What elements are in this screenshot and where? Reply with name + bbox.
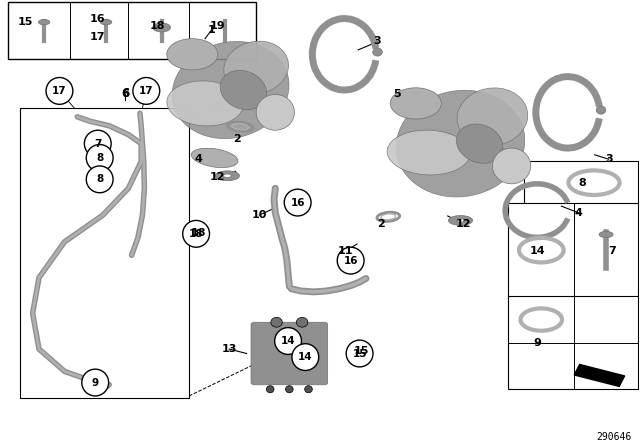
Text: 12: 12 xyxy=(455,219,471,229)
Ellipse shape xyxy=(599,231,613,237)
Ellipse shape xyxy=(346,340,373,367)
Text: 11: 11 xyxy=(338,246,353,256)
Ellipse shape xyxy=(223,174,231,177)
Ellipse shape xyxy=(387,130,470,175)
Text: 16: 16 xyxy=(344,256,358,266)
Text: 13: 13 xyxy=(221,344,237,354)
Ellipse shape xyxy=(266,386,274,393)
Ellipse shape xyxy=(220,70,266,110)
Text: 18: 18 xyxy=(191,228,207,238)
Text: 17: 17 xyxy=(52,86,67,96)
Text: 2: 2 xyxy=(377,219,385,229)
Ellipse shape xyxy=(256,95,294,130)
Ellipse shape xyxy=(191,148,238,168)
Text: 15: 15 xyxy=(17,17,33,27)
Ellipse shape xyxy=(167,81,243,126)
Text: 290646: 290646 xyxy=(596,432,632,442)
Text: 9: 9 xyxy=(533,338,541,348)
Text: 3: 3 xyxy=(374,36,381,46)
Text: 5: 5 xyxy=(393,90,401,99)
Text: 7: 7 xyxy=(94,138,102,149)
Ellipse shape xyxy=(38,19,50,25)
Text: 7: 7 xyxy=(609,246,616,256)
Ellipse shape xyxy=(167,39,218,70)
Text: 3: 3 xyxy=(605,154,612,164)
Ellipse shape xyxy=(86,145,113,171)
Text: 4: 4 xyxy=(575,208,582,218)
Ellipse shape xyxy=(82,369,109,396)
Ellipse shape xyxy=(284,189,311,216)
Ellipse shape xyxy=(46,78,73,104)
Ellipse shape xyxy=(224,41,289,94)
Text: 18: 18 xyxy=(189,229,204,239)
Ellipse shape xyxy=(156,19,168,25)
Ellipse shape xyxy=(153,23,171,32)
Text: 1: 1 xyxy=(207,25,215,35)
Ellipse shape xyxy=(285,386,293,393)
Text: 16: 16 xyxy=(291,198,305,207)
Ellipse shape xyxy=(457,88,528,146)
Ellipse shape xyxy=(296,317,308,327)
Bar xyxy=(574,365,625,387)
Ellipse shape xyxy=(100,19,112,25)
Ellipse shape xyxy=(133,78,160,104)
Text: 17: 17 xyxy=(139,86,154,96)
Ellipse shape xyxy=(172,41,289,138)
Text: 10: 10 xyxy=(252,210,267,220)
Bar xyxy=(508,296,638,389)
Text: 16: 16 xyxy=(90,13,106,24)
Ellipse shape xyxy=(449,215,472,225)
Ellipse shape xyxy=(182,220,209,247)
Text: 15: 15 xyxy=(354,346,369,356)
Text: 14: 14 xyxy=(281,336,296,346)
Ellipse shape xyxy=(84,130,111,157)
Ellipse shape xyxy=(372,48,382,56)
Text: 8: 8 xyxy=(96,174,103,184)
Ellipse shape xyxy=(390,88,442,119)
Text: 6: 6 xyxy=(121,86,129,99)
Text: 6: 6 xyxy=(122,90,129,99)
Ellipse shape xyxy=(220,19,231,25)
Ellipse shape xyxy=(492,148,531,184)
Bar xyxy=(20,108,189,398)
Text: 4: 4 xyxy=(195,154,203,164)
Text: 12: 12 xyxy=(210,172,225,182)
Text: 9: 9 xyxy=(92,378,99,388)
Text: 14: 14 xyxy=(529,246,545,256)
Ellipse shape xyxy=(275,327,301,354)
Bar xyxy=(508,202,638,297)
Ellipse shape xyxy=(271,317,282,327)
Ellipse shape xyxy=(292,344,319,370)
FancyBboxPatch shape xyxy=(251,322,328,385)
Ellipse shape xyxy=(305,386,312,393)
Text: 18: 18 xyxy=(149,21,165,31)
Ellipse shape xyxy=(596,106,606,114)
Text: 8: 8 xyxy=(96,153,103,163)
Ellipse shape xyxy=(396,90,525,197)
Ellipse shape xyxy=(456,124,503,163)
Text: 19: 19 xyxy=(210,21,226,31)
Bar xyxy=(8,2,256,59)
Text: 17: 17 xyxy=(90,32,106,42)
Ellipse shape xyxy=(215,171,239,181)
Text: 8: 8 xyxy=(578,178,586,188)
Ellipse shape xyxy=(86,166,113,193)
Bar xyxy=(524,161,638,204)
Text: 15: 15 xyxy=(353,349,367,358)
Text: 2: 2 xyxy=(233,134,241,144)
Ellipse shape xyxy=(457,219,465,222)
Ellipse shape xyxy=(337,247,364,274)
Text: 14: 14 xyxy=(298,352,312,362)
